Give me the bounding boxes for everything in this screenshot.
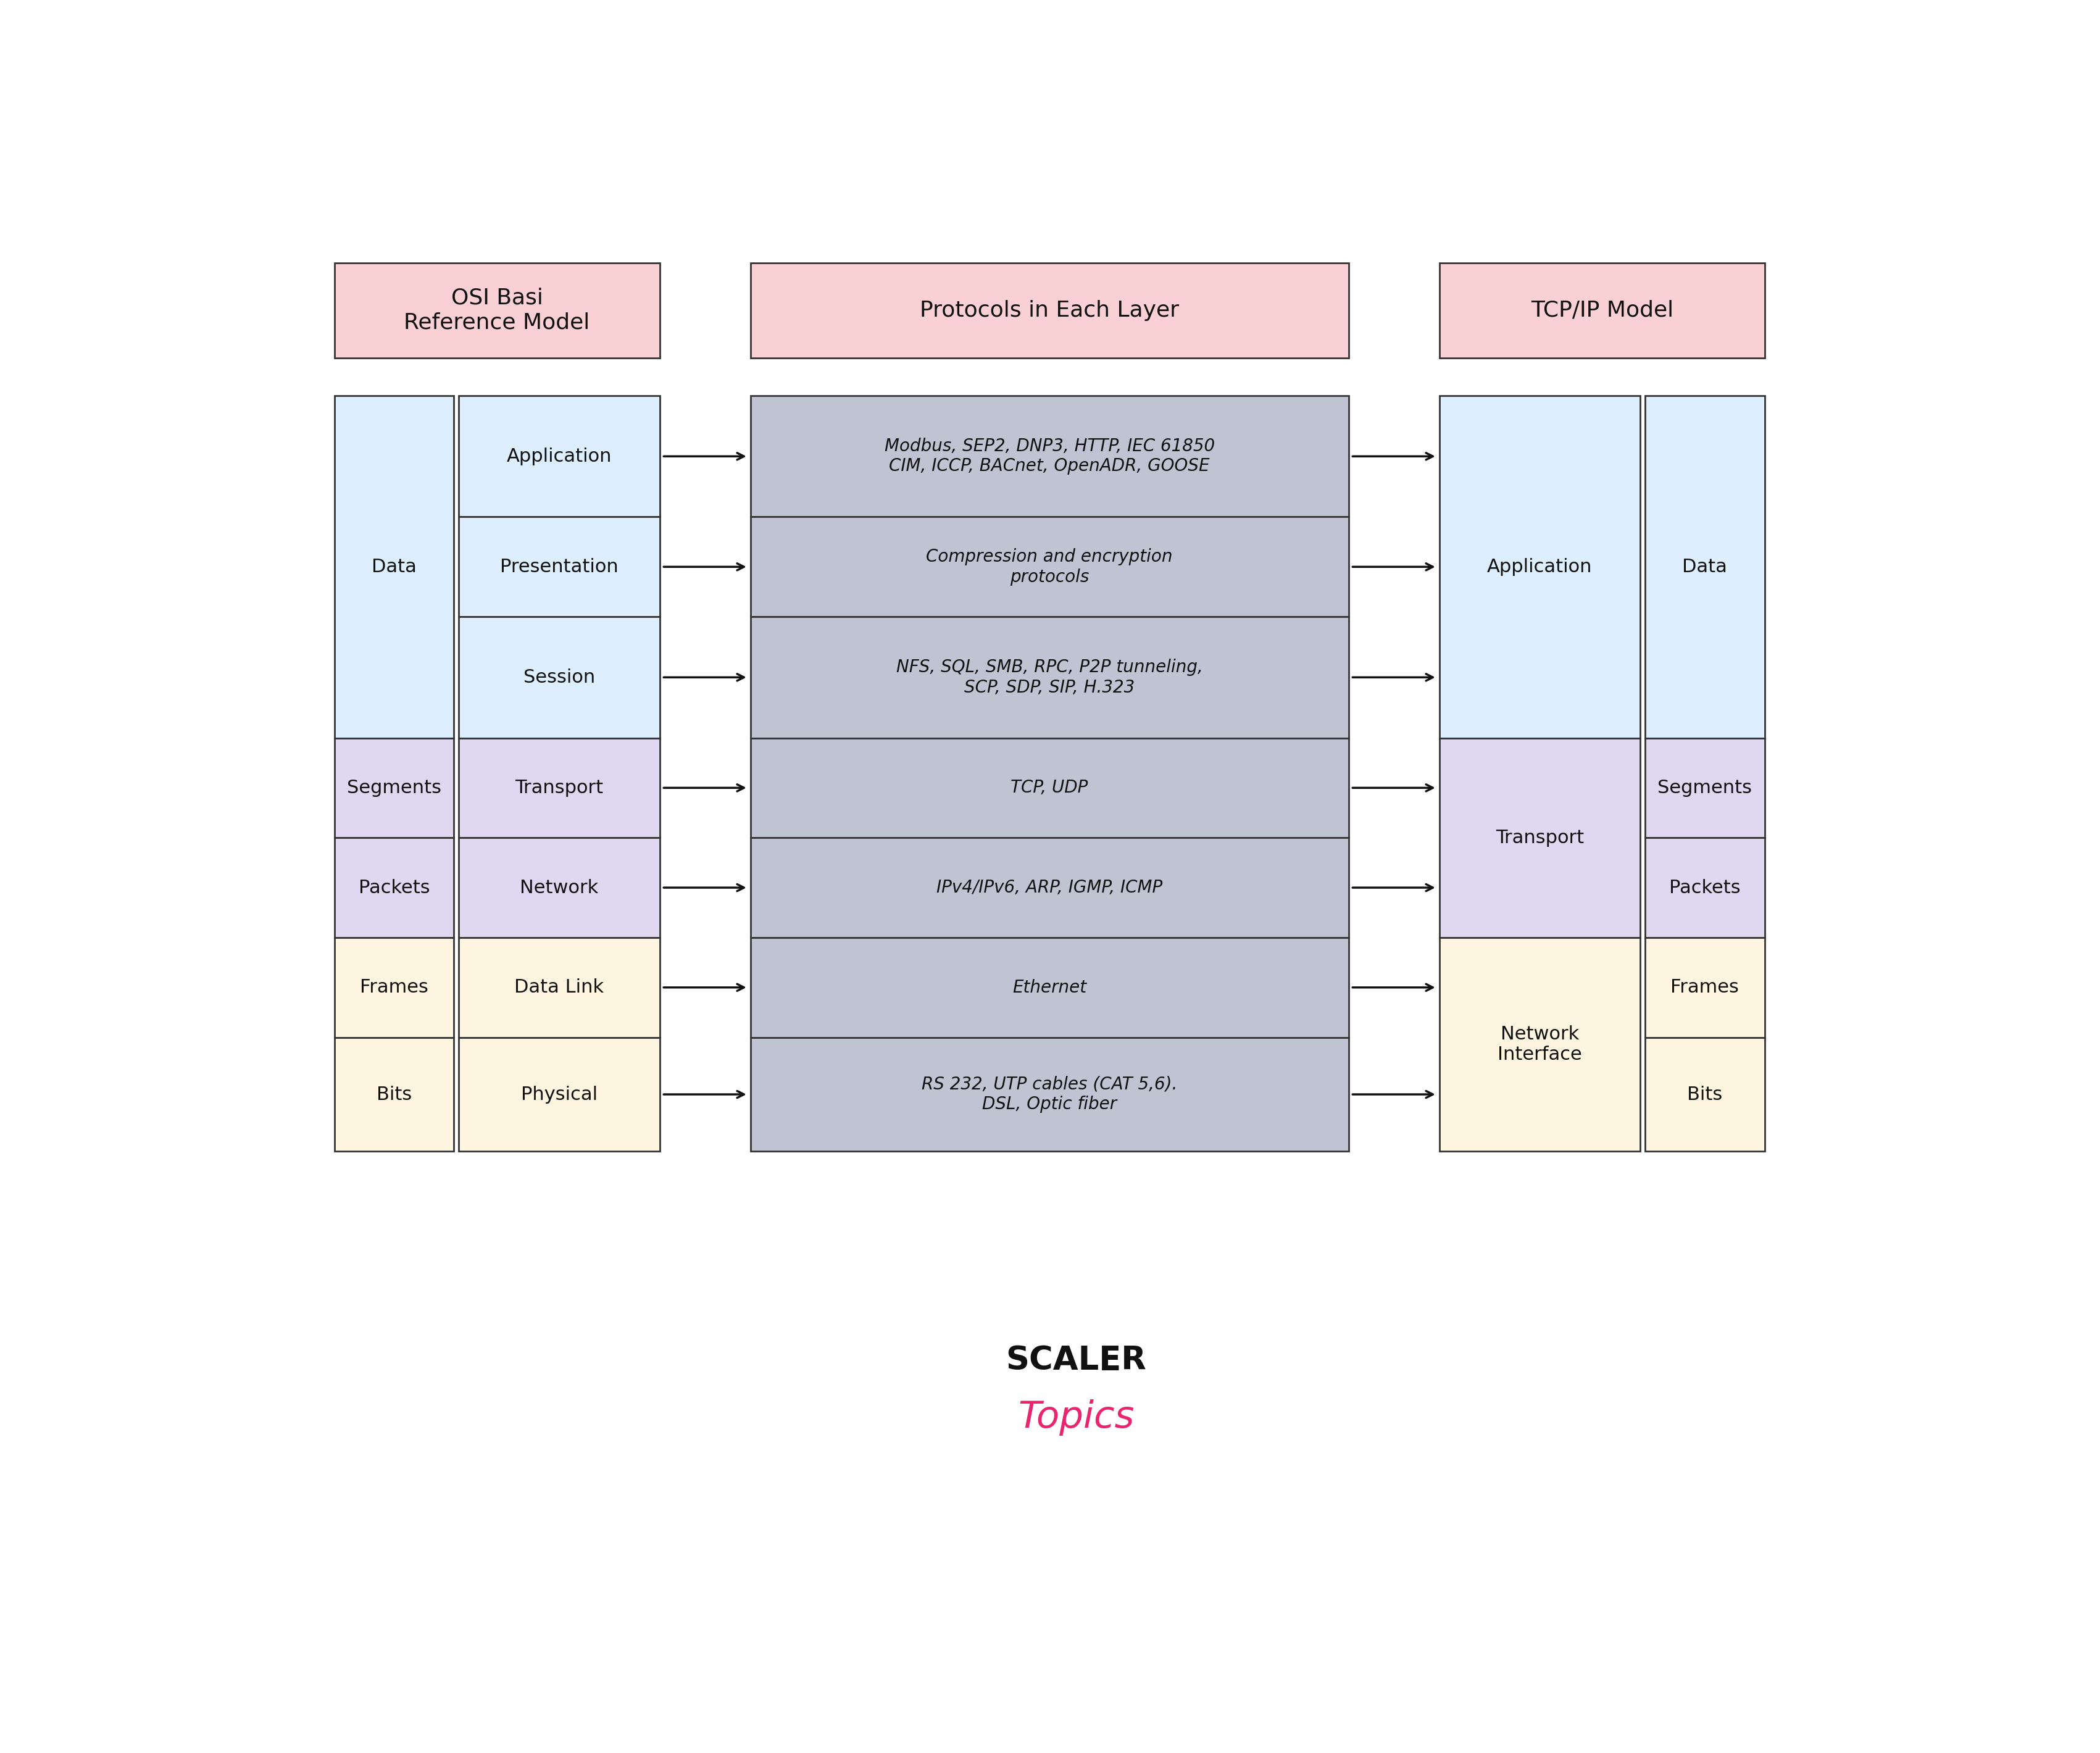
Text: Data: Data xyxy=(1682,557,1728,575)
Bar xyxy=(750,396,1348,517)
Text: Bits: Bits xyxy=(1686,1085,1722,1103)
Text: RS 232, UTP cables (CAT 5,6).
DSL, Optic fiber: RS 232, UTP cables (CAT 5,6). DSL, Optic… xyxy=(922,1076,1178,1113)
Text: Data Link: Data Link xyxy=(514,978,605,996)
Bar xyxy=(334,938,454,1038)
Bar xyxy=(750,938,1348,1038)
Bar xyxy=(458,838,659,938)
Text: Presentation: Presentation xyxy=(500,557,617,575)
Bar xyxy=(750,617,1348,738)
Text: OSI Basi
Reference Model: OSI Basi Reference Model xyxy=(403,287,590,333)
Bar xyxy=(458,517,659,617)
Bar xyxy=(458,1038,659,1152)
Text: SCALER: SCALER xyxy=(1006,1345,1147,1376)
Text: Topics: Topics xyxy=(1018,1399,1134,1436)
Bar xyxy=(458,617,659,738)
Bar xyxy=(1439,396,1640,738)
Text: Application: Application xyxy=(506,447,611,465)
Bar xyxy=(1644,738,1764,838)
Text: Frames: Frames xyxy=(1672,978,1739,996)
Text: Network: Network xyxy=(521,878,598,896)
Bar xyxy=(1439,263,1764,358)
Bar xyxy=(334,738,454,838)
Text: Packets: Packets xyxy=(1670,878,1741,896)
Bar xyxy=(458,738,659,838)
Bar xyxy=(334,396,454,738)
Bar xyxy=(1439,938,1640,1152)
Text: Bits: Bits xyxy=(376,1085,412,1103)
Text: Application: Application xyxy=(1487,557,1592,575)
Bar xyxy=(334,263,659,358)
Text: Physical: Physical xyxy=(521,1085,596,1103)
Text: IPv4/IPv6, ARP, IGMP, ICMP: IPv4/IPv6, ARP, IGMP, ICMP xyxy=(937,878,1163,896)
Text: TCP, UDP: TCP, UDP xyxy=(1010,778,1088,796)
Text: Modbus, SEP2, DNP3, HTTP, IEC 61850
CIM, ICCP, BACnet, OpenADR, GOOSE: Modbus, SEP2, DNP3, HTTP, IEC 61850 CIM,… xyxy=(884,438,1214,475)
Bar xyxy=(750,263,1348,358)
Text: Segments: Segments xyxy=(346,778,441,798)
Bar xyxy=(334,1038,454,1152)
Text: Session: Session xyxy=(523,668,594,685)
Bar xyxy=(458,938,659,1038)
Bar xyxy=(750,1038,1348,1152)
Bar xyxy=(1439,738,1640,938)
Text: Protocols in Each Layer: Protocols in Each Layer xyxy=(920,300,1178,321)
Bar xyxy=(1644,396,1764,738)
Text: Transport: Transport xyxy=(1495,829,1583,847)
Text: Network
Interface: Network Interface xyxy=(1497,1026,1581,1064)
Text: TCP/IP Model: TCP/IP Model xyxy=(1531,300,1674,321)
Text: Packets: Packets xyxy=(359,878,430,896)
Bar xyxy=(334,838,454,938)
Bar xyxy=(750,738,1348,838)
Text: Transport: Transport xyxy=(514,778,603,798)
Text: Data: Data xyxy=(372,557,416,575)
Bar xyxy=(1644,1038,1764,1152)
Text: Ethernet: Ethernet xyxy=(1012,978,1086,996)
Bar xyxy=(1644,838,1764,938)
Bar xyxy=(1644,938,1764,1038)
Text: Segments: Segments xyxy=(1657,778,1751,798)
Text: Compression and encryption
protocols: Compression and encryption protocols xyxy=(926,549,1172,586)
Text: NFS, SQL, SMB, RPC, P2P tunneling,
SCP, SDP, SIP, H.323: NFS, SQL, SMB, RPC, P2P tunneling, SCP, … xyxy=(897,659,1203,696)
Bar xyxy=(750,517,1348,617)
Bar xyxy=(750,838,1348,938)
Text: Frames: Frames xyxy=(359,978,428,996)
Bar xyxy=(458,396,659,517)
